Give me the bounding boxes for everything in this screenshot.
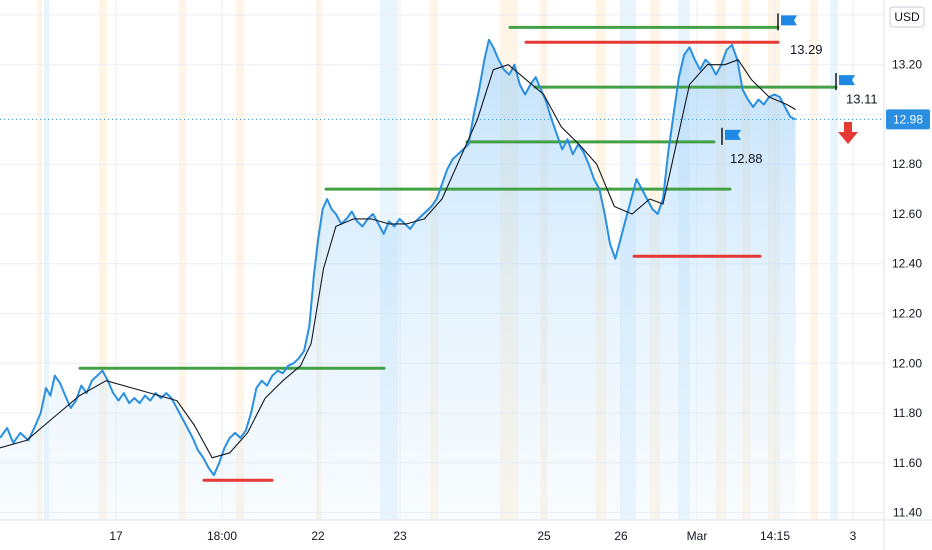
session-band bbox=[179, 0, 186, 520]
x-tick-label: 25 bbox=[537, 529, 551, 543]
y-tick-label: 12.20 bbox=[892, 306, 922, 320]
moving-average-line bbox=[0, 59, 796, 459]
price-area-fill bbox=[0, 39, 796, 521]
flag-annotation-label: 12.88 bbox=[730, 151, 763, 166]
session-band bbox=[99, 0, 107, 520]
x-tick-label: 14:15 bbox=[760, 529, 790, 543]
last-price-label: 12.98 bbox=[893, 112, 923, 126]
flag-annotation-label: 13.29 bbox=[790, 42, 823, 57]
session-band bbox=[810, 0, 818, 520]
series-lines bbox=[0, 38, 884, 477]
x-tick-label: 23 bbox=[393, 529, 407, 543]
flag-icon bbox=[781, 15, 797, 26]
price-line bbox=[0, 38, 797, 477]
x-tick-label: 3 bbox=[850, 529, 857, 543]
flag-icon bbox=[839, 75, 855, 86]
session-band bbox=[44, 0, 49, 520]
session-band bbox=[830, 0, 838, 520]
x-tick-label: Mar bbox=[687, 529, 708, 543]
y-tick-label: 13.20 bbox=[892, 58, 922, 72]
x-tick-label: 26 bbox=[614, 529, 628, 543]
y-tick-label: 12.60 bbox=[892, 207, 922, 221]
down-arrow-icon bbox=[838, 122, 858, 144]
flag-markers: 13.29 13.11 12.88 bbox=[721, 13, 878, 166]
support-resistance-lines bbox=[78, 25, 838, 482]
y-tick-label: 12.40 bbox=[892, 257, 922, 271]
flag-icon bbox=[725, 129, 741, 140]
session-band bbox=[236, 0, 244, 520]
x-tick-label: 18:00 bbox=[207, 529, 237, 543]
session-band bbox=[37, 0, 42, 520]
y-tick-label: 11.80 bbox=[893, 406, 922, 420]
x-tick-label: 17 bbox=[109, 529, 123, 543]
price-area bbox=[0, 39, 796, 521]
currency-badge bbox=[889, 6, 925, 28]
y-tick-label: 12.00 bbox=[892, 356, 922, 370]
flag-annotation-label: 13.11 bbox=[846, 92, 878, 107]
y-tick-label: 11.60 bbox=[893, 456, 922, 470]
y-tick-label: 12.80 bbox=[892, 157, 922, 171]
x-tick-label: 22 bbox=[311, 529, 325, 543]
currency-label: USD bbox=[894, 10, 920, 24]
y-tick-label: 11.40 bbox=[893, 506, 922, 520]
last-price-badge bbox=[886, 109, 930, 130]
